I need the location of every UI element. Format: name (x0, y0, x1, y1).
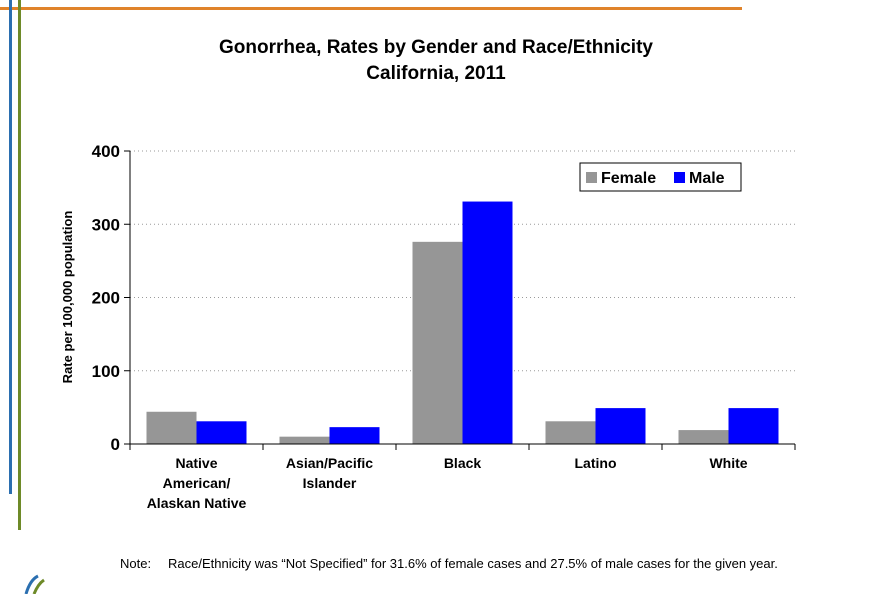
left-accent-line-green (18, 0, 21, 530)
x-category-label-line: American/ (163, 475, 231, 491)
y-tick-label: 200 (92, 289, 120, 308)
x-category-label: Asian/Pacific Islander (286, 455, 373, 491)
top-accent-line (0, 7, 742, 10)
bar-female (678, 430, 729, 444)
left-accent-line-blue (9, 0, 12, 494)
chart-title: Gonorrhea, Rates by Gender and Race/Ethn… (219, 37, 653, 58)
logo-icon (24, 574, 45, 594)
y-tick-label: 300 (92, 215, 120, 234)
legend-swatch-female (586, 172, 597, 183)
legend-box (579, 162, 742, 192)
bar-female (412, 241, 463, 444)
chart-subtitle: California, 2011 (366, 63, 506, 84)
y-tick-label: 400 (92, 142, 120, 161)
bar-male (196, 421, 247, 444)
y-axis-label: Rate per 100,000 population (60, 211, 75, 384)
footnote-text: Race/Ethnicity was “Not Specified” for 3… (168, 556, 778, 571)
y-tick-label: 0 (111, 435, 120, 454)
x-category-label-line: White (709, 455, 747, 471)
footnote-label: Note: (120, 556, 152, 571)
x-category-label-line: Black (444, 455, 482, 471)
legend-label-male: Male (689, 170, 725, 187)
bar-female (545, 421, 596, 444)
x-category-label-line: Islander (303, 475, 357, 491)
x-category-label: Latino (575, 455, 617, 471)
bar-female (146, 411, 197, 444)
y-tick-label: 100 (92, 362, 120, 381)
chart-title-block: Gonorrhea, Rates by Gender and Race/Ethn… (0, 35, 872, 87)
x-category-label-line: Native (175, 455, 217, 471)
bar-male (595, 408, 646, 444)
bar-female (279, 436, 330, 444)
x-category-label-line: Latino (575, 455, 617, 471)
x-category-label-line: Asian/Pacific (286, 455, 373, 471)
bar-male (728, 408, 779, 444)
legend-swatch-male (674, 172, 685, 183)
x-category-label: White (709, 455, 747, 471)
x-category-label: Black (444, 455, 482, 471)
x-category-label-line: Alaskan Native (147, 495, 247, 511)
bar-male (462, 201, 513, 444)
bar-male (329, 427, 380, 444)
x-category-label: Native American/Alaskan Native (147, 455, 247, 511)
legend-label-female: Female (601, 170, 656, 187)
